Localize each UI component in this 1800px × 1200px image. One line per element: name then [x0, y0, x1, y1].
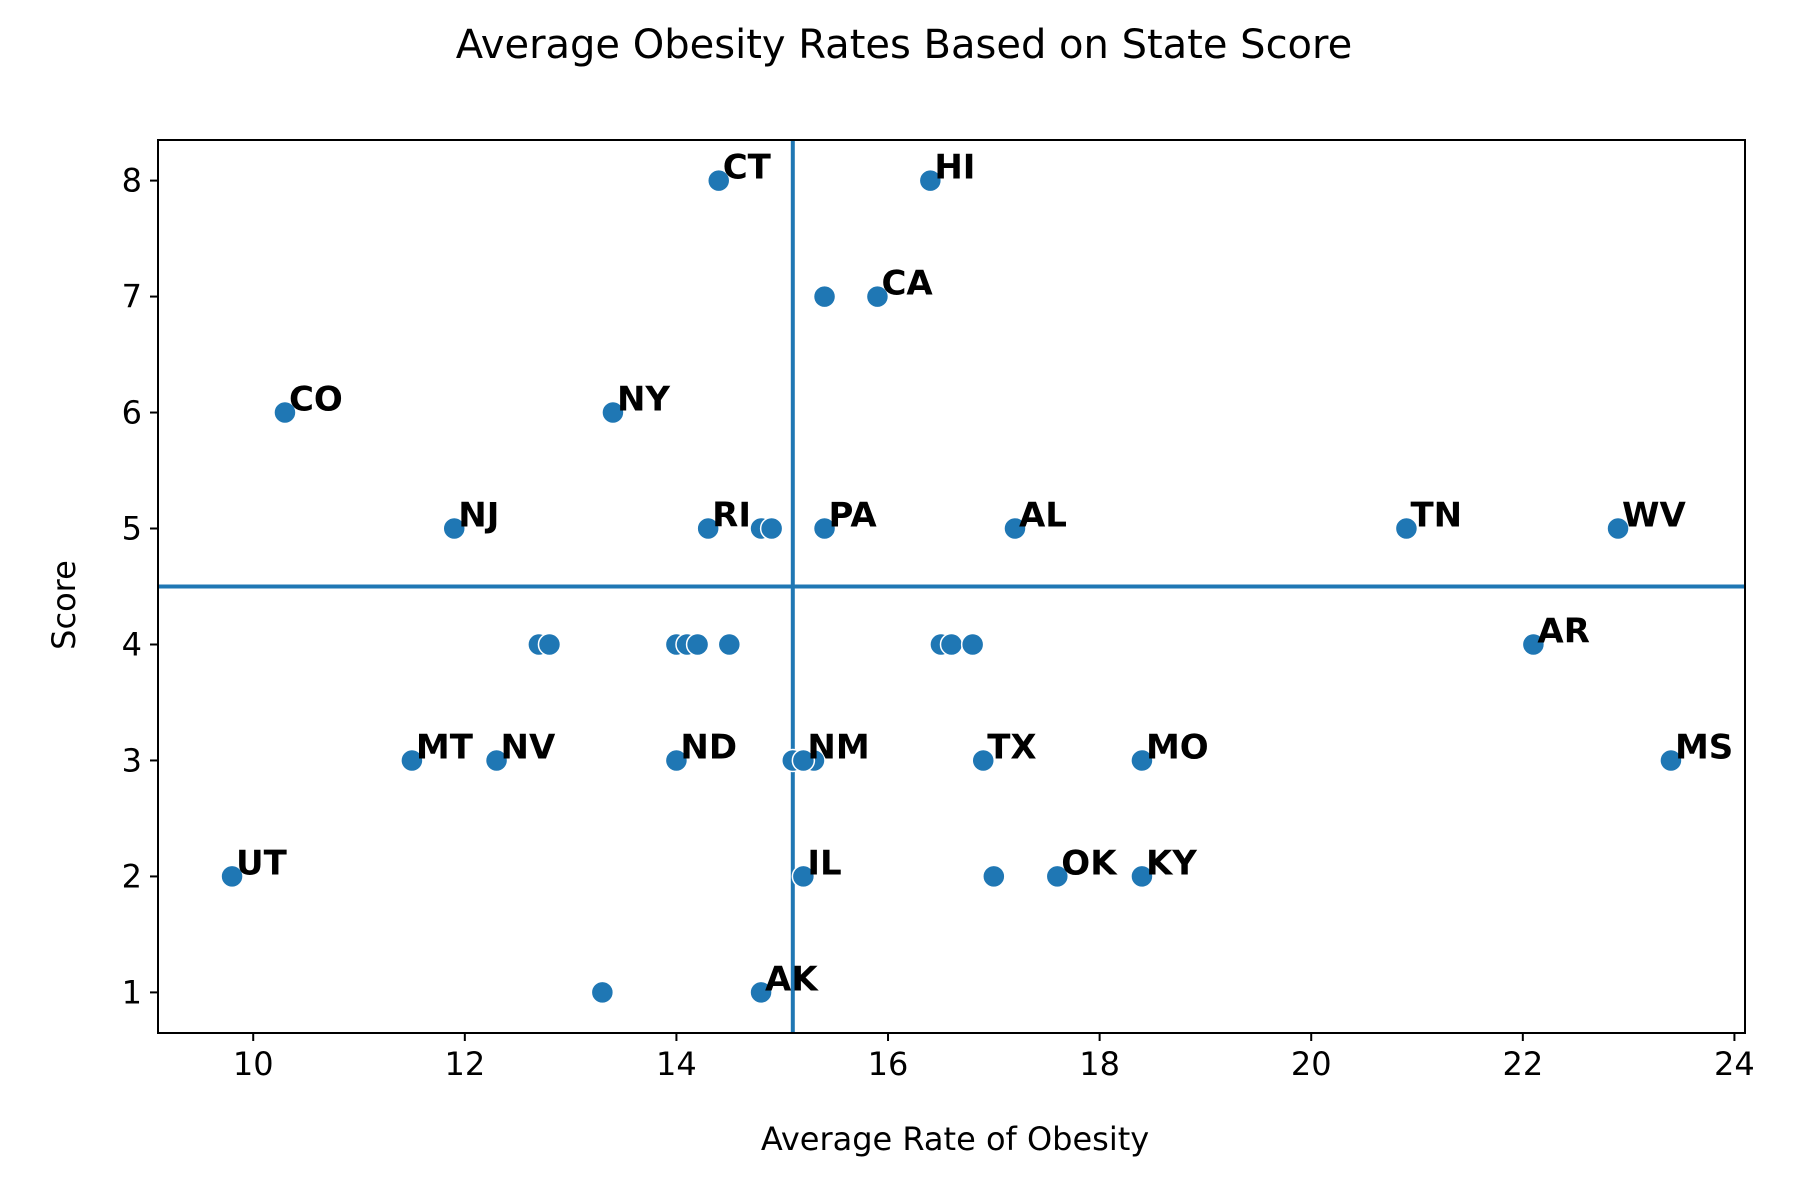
data-point	[1394, 516, 1419, 541]
data-point	[759, 516, 784, 541]
x-tick-label: 18	[1079, 1045, 1120, 1083]
y-axis-title: Score	[45, 560, 83, 650]
x-axis: 10 12 14 16 18 20 22 24	[233, 1033, 1755, 1083]
data-point-label: NV	[501, 727, 556, 767]
x-tick-label: 10	[233, 1045, 274, 1083]
data-point-label: KY	[1146, 843, 1197, 883]
x-tick-label: 16	[868, 1045, 909, 1083]
data-point-label: MS	[1675, 727, 1733, 767]
y-axis: 1 2 3 4 5 6 7 8	[122, 162, 158, 1011]
data-point-label: WV	[1622, 496, 1687, 536]
data-point	[939, 632, 964, 657]
data-point	[664, 748, 689, 773]
plot-frame	[157, 139, 1746, 1034]
data-point-label: HI	[934, 148, 975, 188]
data-point	[749, 980, 773, 1005]
y-tick-label: 2	[122, 857, 142, 895]
data-point	[1003, 516, 1027, 541]
data-point	[484, 748, 509, 773]
data-point-label: ND	[680, 727, 737, 767]
data-point	[812, 284, 837, 309]
data-point-label: OK	[1061, 843, 1118, 883]
data-point	[865, 284, 890, 309]
data-point-labels: CT HI CA CO NY NJ RI PA AL TN WV AR MT NV ND NM TX MO MS UT…	[236, 148, 1733, 1000]
y-tick-label: 5	[122, 510, 142, 548]
data-point	[791, 864, 816, 889]
data-point-label: AK	[765, 959, 819, 999]
data-point-label: NM	[807, 727, 869, 767]
data-point	[1521, 632, 1546, 657]
data-point-label: RI	[712, 496, 751, 536]
data-point-label: AL	[1019, 496, 1067, 536]
y-tick-label: 3	[122, 741, 142, 779]
x-tick-label: 12	[444, 1045, 485, 1083]
data-point-label: AR	[1537, 611, 1590, 651]
data-point	[442, 516, 466, 541]
data-point-label: PA	[829, 496, 878, 536]
data-point	[601, 400, 625, 425]
data-point-label: CT	[723, 148, 772, 188]
plot-area: CT HI CA CO NY NJ RI PA AL TN WV AR MT NV ND NM TX MO MS UT…	[157, 139, 1746, 1034]
y-tick-label: 1	[122, 973, 142, 1011]
data-point-label: MT	[416, 727, 474, 767]
data-point-label: UT	[236, 843, 288, 883]
data-point	[1130, 748, 1154, 773]
data-point-label: TX	[987, 727, 1036, 767]
data-point-label: MO	[1146, 727, 1209, 767]
data-point	[273, 400, 297, 425]
data-point	[706, 168, 731, 193]
x-tick-label: 24	[1714, 1045, 1755, 1083]
data-point-label: NY	[617, 380, 670, 420]
y-tick-label: 8	[122, 162, 142, 200]
y-tick-label: 4	[122, 625, 142, 663]
data-point	[220, 864, 244, 889]
data-point	[1659, 748, 1683, 773]
data-point-label: CA	[881, 264, 933, 304]
data-point	[590, 980, 615, 1005]
data-point-label: TN	[1410, 496, 1462, 536]
data-point	[960, 632, 985, 657]
data-point	[1045, 864, 1070, 889]
reference-lines	[158, 140, 1745, 1033]
x-tick-label: 14	[656, 1045, 697, 1083]
data-point	[791, 748, 816, 773]
data-point-label: NJ	[458, 496, 499, 536]
x-axis-title: Average Rate of Obesity	[761, 1120, 1149, 1158]
data-point	[717, 632, 742, 657]
data-point	[982, 864, 1006, 889]
data-point	[1606, 516, 1630, 541]
y-tick-label: 7	[122, 278, 142, 316]
data-point-label: IL	[807, 843, 841, 883]
data-point	[918, 168, 943, 193]
chart-title: Average Obesity Rates Based on State Sco…	[456, 22, 1352, 68]
data-point	[537, 632, 562, 657]
data-point	[696, 516, 720, 541]
x-tick-label: 20	[1291, 1045, 1332, 1083]
y-tick-label: 6	[122, 394, 142, 432]
data-points	[220, 168, 1683, 1005]
data-point	[400, 748, 424, 773]
data-point	[812, 516, 837, 541]
data-point-label: CO	[289, 380, 343, 420]
x-tick-label: 22	[1502, 1045, 1543, 1083]
data-point	[971, 748, 995, 773]
data-point	[1130, 864, 1154, 889]
data-point	[685, 632, 710, 657]
